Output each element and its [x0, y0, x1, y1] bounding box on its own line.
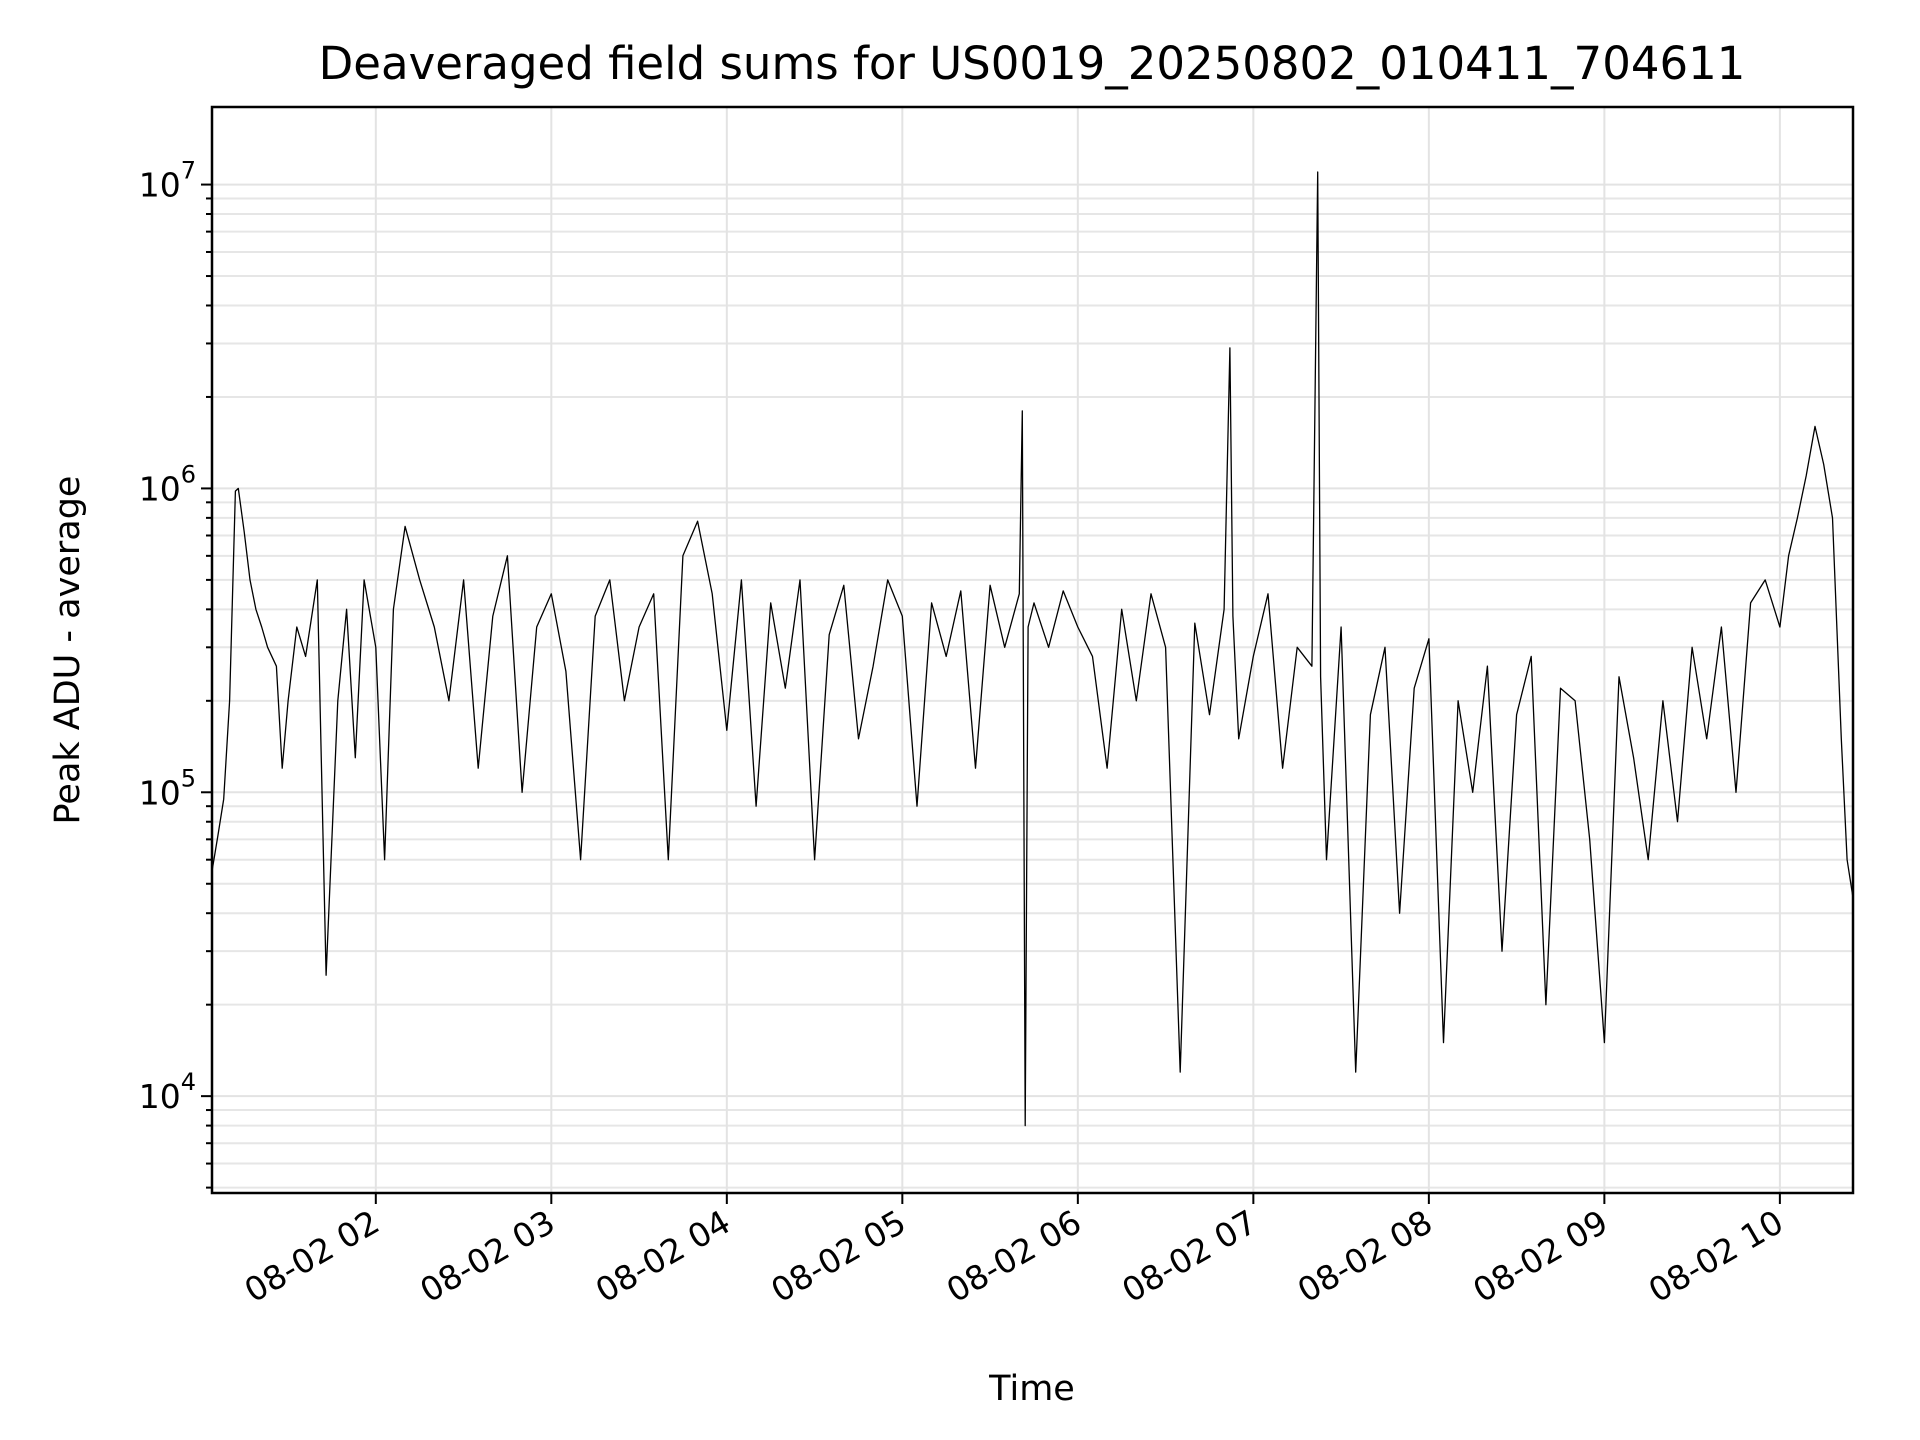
y-axis-label: Peak ADU - average	[48, 476, 88, 825]
plot-area	[212, 107, 1853, 1193]
series-line	[211, 171, 1854, 1127]
x-axis-label: Time	[988, 1369, 1075, 1409]
grid	[212, 107, 1853, 1193]
chart-title: Deaveraged field sums for US0019_2025080…	[319, 37, 1746, 90]
y-tick-label: 105	[139, 764, 196, 812]
series	[211, 171, 1854, 1127]
plot-frame	[210, 105, 1855, 1195]
y-tick-label: 104	[139, 1068, 196, 1116]
y-tick-label: 107	[139, 157, 196, 205]
y-tick-label: 106	[139, 460, 196, 508]
